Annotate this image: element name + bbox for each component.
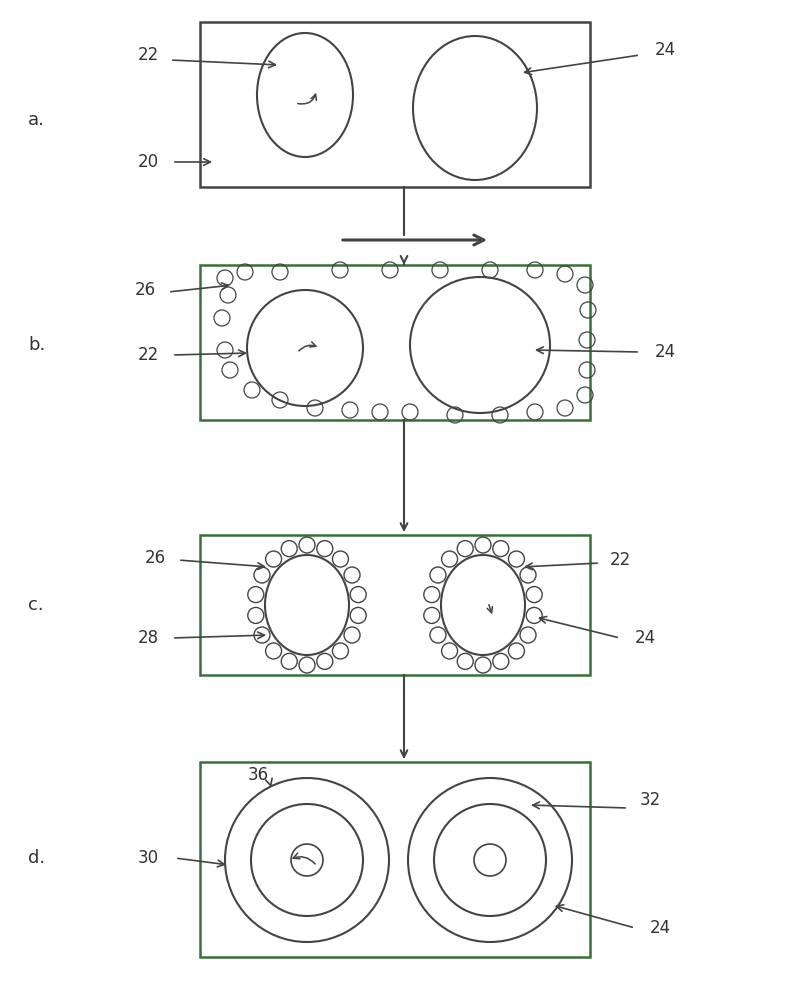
Bar [200, 535, 590, 675]
Text: 36: 36 [248, 766, 269, 784]
Text: 30: 30 [138, 849, 159, 867]
Bar [200, 22, 590, 187]
Text: 22: 22 [138, 46, 159, 64]
Text: c.: c. [28, 596, 44, 614]
Text: b.: b. [28, 336, 45, 354]
Text: 22: 22 [138, 346, 159, 364]
Text: 26: 26 [145, 549, 166, 567]
Text: a.: a. [28, 111, 44, 129]
Text: 26: 26 [134, 281, 155, 299]
Bar [200, 265, 590, 420]
Bar [200, 762, 590, 957]
Text: 20: 20 [138, 153, 159, 171]
Text: 24: 24 [650, 919, 671, 937]
Text: 22: 22 [609, 551, 631, 569]
Text: 32: 32 [639, 791, 661, 809]
Text: 24: 24 [654, 41, 676, 59]
Text: 24: 24 [654, 343, 676, 361]
Text: d.: d. [28, 849, 45, 867]
Text: 24: 24 [634, 629, 655, 647]
Text: 28: 28 [138, 629, 159, 647]
